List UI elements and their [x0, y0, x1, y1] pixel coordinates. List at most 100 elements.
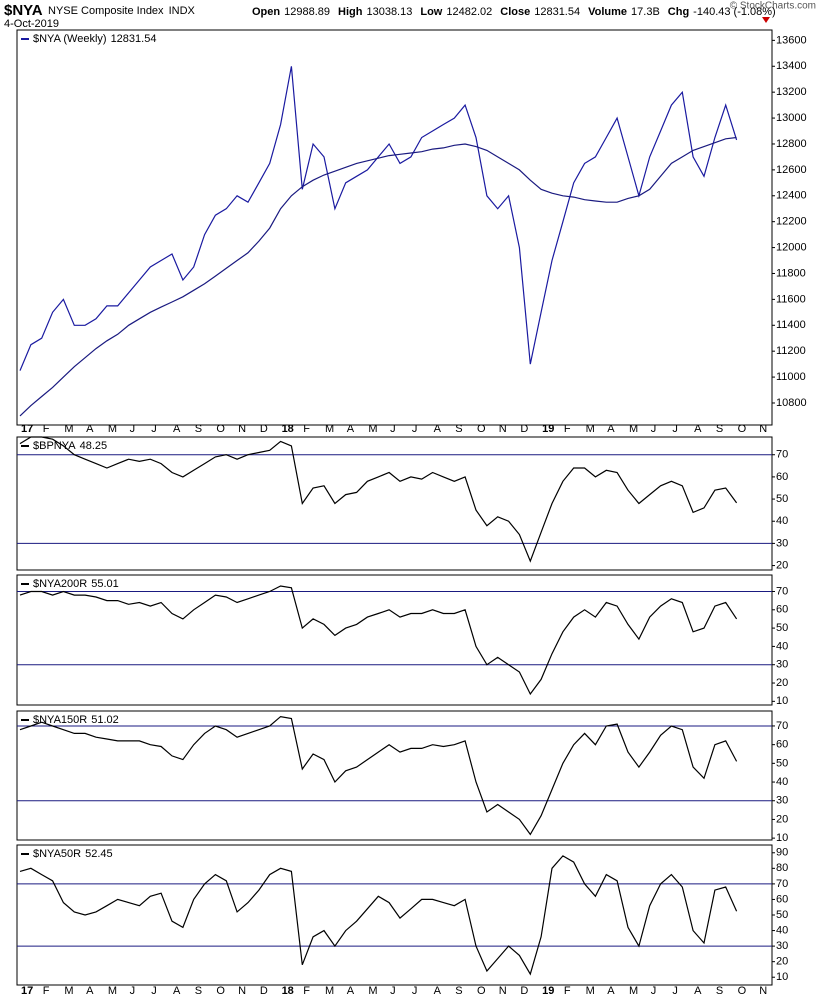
- y-tick-label: 11800: [776, 267, 806, 279]
- series-line: [19, 855, 738, 976]
- x-tick-label: 19: [542, 423, 554, 435]
- x-tick-label: A: [347, 423, 355, 435]
- series-line: [19, 585, 738, 696]
- y-tick-label: 20: [776, 677, 788, 689]
- y-tick-label: 13000: [776, 112, 807, 124]
- stat-label: Volume: [588, 6, 627, 18]
- x-tick-label: J: [130, 985, 136, 997]
- down-arrow: [762, 17, 770, 23]
- y-tick-label: 50: [776, 622, 788, 634]
- x-tick-label: F: [564, 985, 571, 997]
- y-tick-label: 12800: [776, 138, 807, 150]
- x-tick-label: S: [195, 423, 202, 435]
- x-tick-label: A: [434, 423, 442, 435]
- y-tick-label: 10: [776, 832, 788, 844]
- y-tick-label: 12400: [776, 190, 807, 202]
- x-tick-label: J: [672, 423, 678, 435]
- x-tick-label: J: [390, 985, 396, 997]
- x-tick-label: F: [43, 423, 50, 435]
- x-tick-label: J: [412, 985, 418, 997]
- legend-value: 48.25: [80, 440, 108, 452]
- x-tick-label: J: [151, 423, 157, 435]
- x-tick-label: J: [651, 423, 657, 435]
- x-tick-label: A: [434, 985, 442, 997]
- x-tick-label: M: [586, 423, 595, 435]
- x-tick-label: J: [130, 423, 136, 435]
- x-tick-label: 18: [282, 985, 294, 997]
- y-tick-label: 11400: [776, 319, 806, 331]
- stat-value: 12988.89: [284, 6, 330, 18]
- legend-value: 12831.54: [111, 33, 157, 45]
- x-tick-label: A: [694, 985, 702, 997]
- y-tick-label: 60: [776, 604, 788, 616]
- x-tick-label: M: [325, 985, 334, 997]
- x-tick-label: J: [672, 985, 678, 997]
- y-tick-label: 11000: [776, 371, 806, 383]
- x-tick-label: D: [520, 985, 528, 997]
- y-tick-label: 40: [776, 776, 788, 788]
- x-tick-label: S: [195, 985, 202, 997]
- series-line: [19, 136, 737, 417]
- stat-value: -140.43 (-1.08%): [693, 6, 776, 18]
- x-tick-label: N: [238, 985, 246, 997]
- x-tick-label: O: [477, 423, 486, 435]
- x-tick-label: F: [43, 985, 50, 997]
- x-tick-label: M: [64, 985, 73, 997]
- x-tick-label: M: [64, 423, 73, 435]
- x-tick-label: N: [238, 423, 246, 435]
- symbol: $NYA: [4, 2, 43, 19]
- stat-value: 17.3B: [631, 6, 660, 18]
- panel-frame: [16, 574, 773, 706]
- stat-label: Chg: [668, 6, 689, 18]
- x-tick-label: A: [607, 423, 615, 435]
- stat-label: High: [338, 6, 363, 18]
- y-tick-label: 12200: [776, 216, 807, 228]
- x-tick-label: N: [759, 985, 767, 997]
- y-tick-label: 12600: [776, 164, 807, 176]
- x-tick-label: A: [607, 985, 615, 997]
- legend-value: 51.02: [91, 714, 119, 726]
- series-line: [19, 436, 738, 563]
- x-tick-label: F: [303, 985, 310, 997]
- x-tick-label: D: [260, 423, 268, 435]
- y-tick-label: 10800: [776, 397, 807, 409]
- stat-value: 13038.13: [366, 6, 412, 18]
- y-tick-label: 30: [776, 940, 788, 952]
- x-tick-label: 17: [21, 423, 33, 435]
- stat-label: Open: [252, 6, 280, 18]
- legend-label: $NYA (Weekly): [33, 33, 107, 45]
- x-tick-label: M: [629, 423, 638, 435]
- x-tick-label: A: [347, 985, 355, 997]
- panel-frame: [16, 710, 773, 841]
- panel-frame: [16, 29, 773, 426]
- y-tick-label: 70: [776, 878, 788, 890]
- y-tick-label: 12000: [776, 241, 807, 253]
- legend-label: $NYA150R: [33, 714, 87, 726]
- series-line: [19, 715, 738, 836]
- y-tick-label: 70: [776, 720, 788, 732]
- panel-frame: [16, 844, 773, 986]
- y-tick-label: 60: [776, 471, 788, 483]
- legend-value: 55.01: [91, 578, 119, 590]
- x-tick-label: A: [694, 423, 702, 435]
- stat-label: Close: [500, 6, 530, 18]
- x-tick-label: O: [738, 423, 747, 435]
- x-tick-label: D: [520, 423, 528, 435]
- y-tick-label: 10: [776, 971, 788, 983]
- y-tick-label: 40: [776, 515, 788, 527]
- x-tick-label: N: [759, 423, 767, 435]
- stat-value: 12482.02: [446, 6, 492, 18]
- y-tick-label: 13400: [776, 60, 807, 72]
- legend-label: $NYA50R: [33, 848, 81, 860]
- x-tick-label: 17: [21, 985, 33, 997]
- exchange: INDX: [169, 5, 196, 17]
- y-tick-label: 30: [776, 795, 788, 807]
- y-tick-label: 50: [776, 757, 788, 769]
- y-tick-label: 50: [776, 493, 788, 505]
- x-tick-label: A: [86, 985, 94, 997]
- y-tick-label: 50: [776, 909, 788, 921]
- legend-label: $BPNYA: [33, 440, 76, 452]
- x-tick-label: 18: [282, 423, 294, 435]
- x-tick-label: N: [499, 985, 507, 997]
